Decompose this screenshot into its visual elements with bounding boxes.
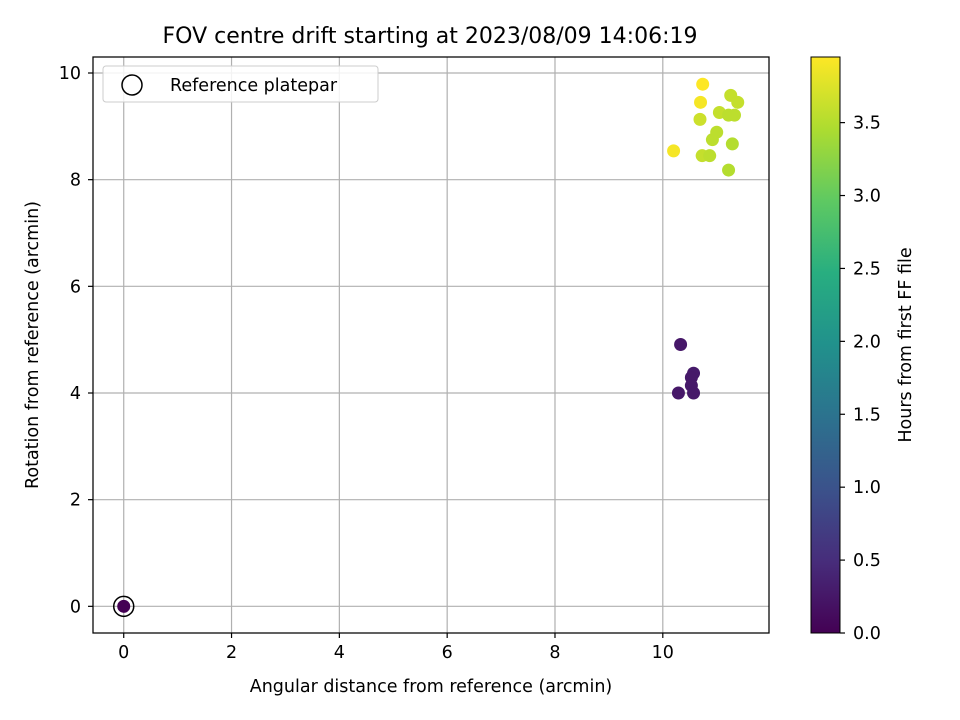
data-point [722, 163, 736, 177]
x-tick-label: 4 [334, 643, 345, 663]
data-point [705, 133, 719, 147]
x-tick-label: 8 [549, 643, 560, 663]
x-tick-label: 0 [118, 643, 129, 663]
data-point [696, 77, 710, 91]
data-point [694, 95, 708, 109]
data-point [667, 144, 681, 158]
y-tick-label: 2 [70, 491, 81, 511]
data-point [727, 108, 741, 122]
x-tick-label: 10 [652, 643, 674, 663]
data-point [725, 137, 739, 151]
y-tick-label: 4 [70, 384, 81, 404]
data-point [703, 149, 717, 163]
y-tick-label: 8 [70, 171, 81, 191]
x-tick-label: 2 [226, 643, 237, 663]
data-point [674, 337, 688, 351]
x-tick-label: 6 [442, 643, 453, 663]
colorbar-tick-label: 2.5 [853, 259, 881, 279]
colorbar-tick-label: 0.0 [853, 624, 881, 644]
legend-hollow-circle-marker [121, 74, 143, 96]
colorbar-tick-label: 1.5 [853, 405, 881, 425]
x-axis-label: Angular distance from reference (arcmin) [250, 677, 613, 697]
colorbar-ticks: 0.0 0.5 1.0 1.5 2.0 2.5 3.0 3.5 [840, 114, 881, 644]
y-tick-label: 10 [59, 64, 81, 84]
legend-label: Reference platepar [170, 76, 338, 96]
chart-title: FOV centre drift starting at 2023/08/09 … [163, 24, 698, 49]
y-tick-label: 0 [70, 597, 81, 617]
legend-box [102, 65, 379, 103]
scatter-points [112, 77, 745, 618]
y-axis-ticks: 0 2 4 6 8 10 [59, 64, 93, 617]
colorbar-tick-label: 0.5 [853, 551, 881, 571]
data-point [687, 386, 701, 400]
y-axis-label: Rotation from reference (arcmin) [23, 201, 43, 489]
y-tick-label: 6 [70, 277, 81, 297]
data-point [117, 599, 131, 613]
x-axis-ticks: 0 2 4 6 8 10 [118, 633, 674, 663]
legend: Reference platepar [102, 65, 379, 103]
data-point [693, 112, 707, 126]
reference-point [112, 595, 135, 618]
colorbar-tick-label: 2.0 [853, 332, 881, 352]
colorbar-label: Hours from first FF file [896, 247, 916, 442]
colorbar-tick-label: 1.0 [853, 478, 881, 498]
colorbar-tick-label: 3.5 [853, 114, 881, 134]
colorbar [810, 56, 841, 634]
data-point [671, 386, 685, 400]
plot-frame [92, 56, 770, 634]
plot-area [93, 57, 769, 633]
colorbar-tick-label: 3.0 [853, 187, 881, 207]
data-point [731, 95, 745, 109]
